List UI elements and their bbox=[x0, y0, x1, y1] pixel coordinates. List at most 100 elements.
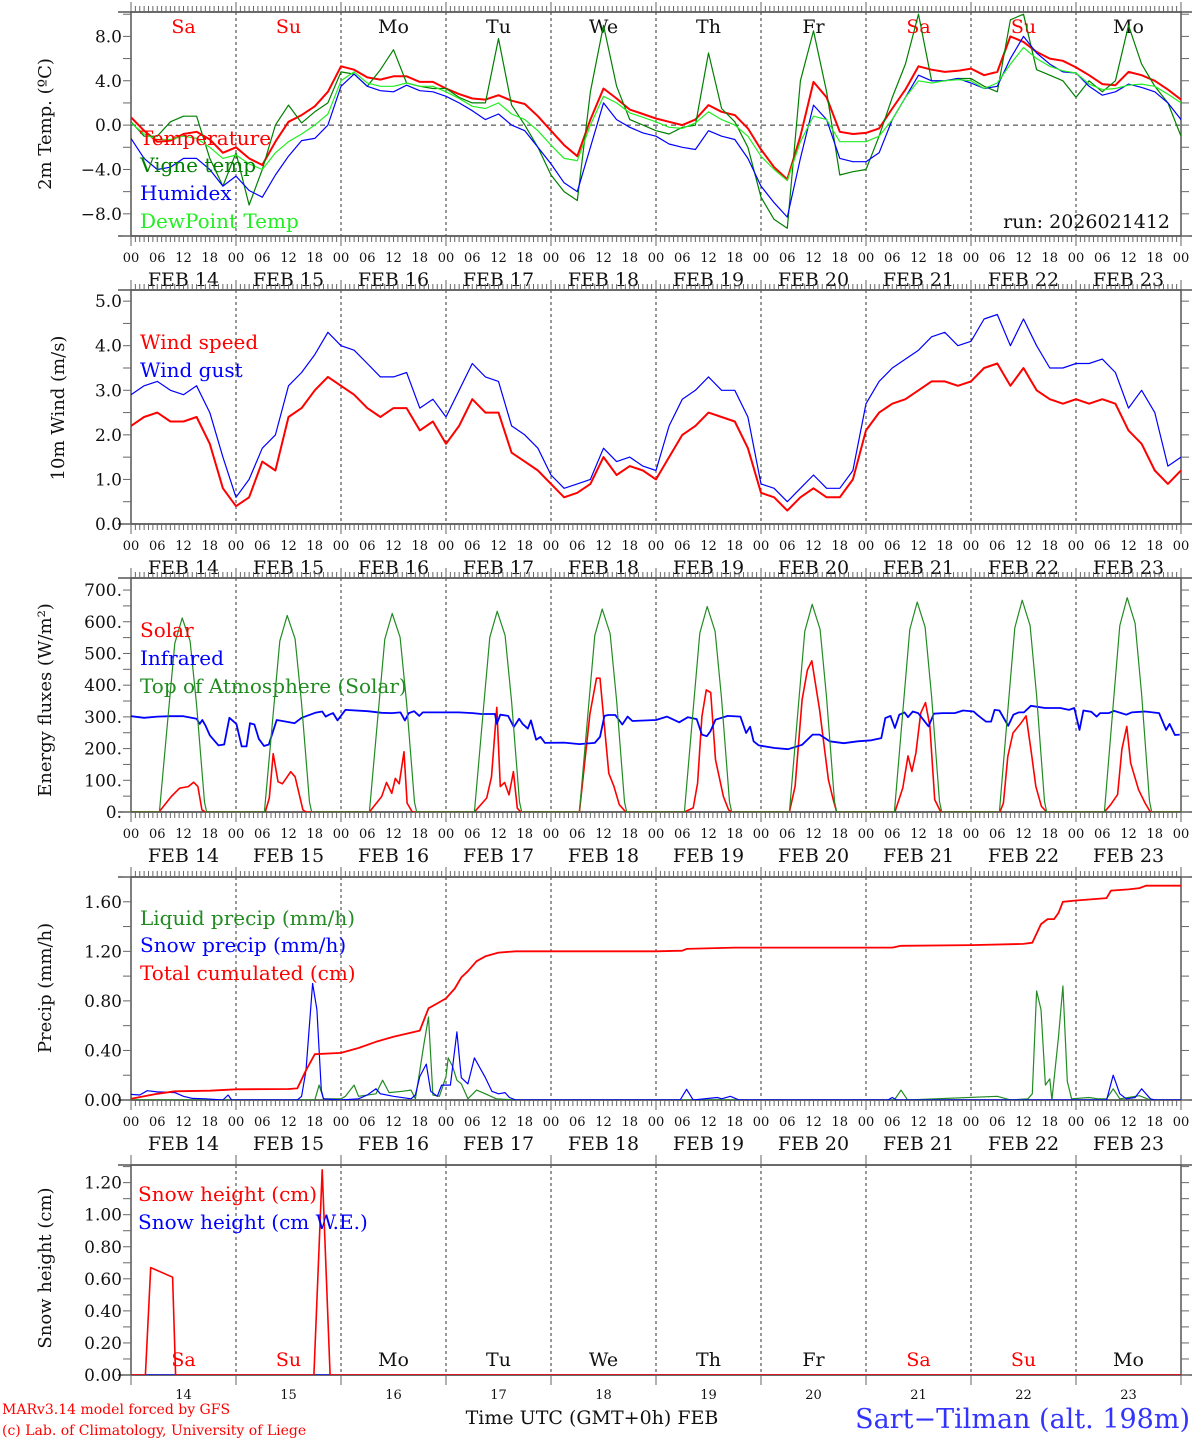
hour-label: 06 bbox=[1094, 827, 1111, 842]
hour-label: 00 bbox=[228, 251, 245, 266]
hour-label: 06 bbox=[149, 251, 166, 266]
hour-label: 00 bbox=[438, 1115, 455, 1130]
date-label: FEB 21 bbox=[883, 845, 954, 867]
y-tick-label: 600. bbox=[84, 613, 122, 633]
hour-label: 06 bbox=[1094, 1115, 1111, 1130]
hour-label: 00 bbox=[438, 251, 455, 266]
hour-label: 18 bbox=[936, 827, 953, 842]
hour-label: 18 bbox=[726, 827, 743, 842]
weekday-label: Sa bbox=[906, 16, 930, 38]
date-label: FEB 17 bbox=[463, 1133, 534, 1155]
hour-label: 12 bbox=[385, 827, 402, 842]
y-tick-label: 0.0 bbox=[95, 515, 122, 535]
hour-label: 00 bbox=[333, 251, 350, 266]
y-tick-label: 200. bbox=[84, 740, 122, 760]
hour-label: 12 bbox=[280, 539, 297, 554]
hour-label: 06 bbox=[254, 1115, 271, 1130]
date-label: FEB 19 bbox=[673, 845, 744, 867]
hour-label: 06 bbox=[569, 1115, 586, 1130]
series-line-humidex bbox=[131, 35, 1181, 218]
hour-label: 00 bbox=[858, 539, 875, 554]
hour-label: 18 bbox=[1146, 827, 1163, 842]
hour-label: 00 bbox=[963, 251, 980, 266]
hour-label: 18 bbox=[306, 251, 323, 266]
credit-lab: (c) Lab. of Climatology, University of L… bbox=[2, 1423, 306, 1439]
hour-label: 12 bbox=[910, 251, 927, 266]
y-tick-label: 0.40 bbox=[84, 1302, 122, 1322]
hour-label: 00 bbox=[1173, 539, 1190, 554]
hour-label: 06 bbox=[569, 827, 586, 842]
hour-label: 18 bbox=[621, 1115, 638, 1130]
series-line-total-cumulated-cm bbox=[131, 884, 1181, 1100]
hour-label: 18 bbox=[411, 539, 428, 554]
hour-label: 12 bbox=[385, 1115, 402, 1130]
credit-model: MARv3.14 model forced by GFS bbox=[2, 1402, 230, 1418]
hour-label: 18 bbox=[306, 1115, 323, 1130]
weekday-label: Fr bbox=[802, 1349, 825, 1371]
y-tick-label: 0.80 bbox=[84, 992, 122, 1012]
hour-label: 06 bbox=[254, 539, 271, 554]
hour-label: 06 bbox=[149, 827, 166, 842]
hour-label: 18 bbox=[516, 539, 533, 554]
date-label: FEB 15 bbox=[253, 1133, 324, 1155]
legend-entry: Vigne temp bbox=[139, 153, 256, 177]
weekday-label: Su bbox=[276, 16, 301, 38]
panels: −8.0 −4.0 0.0 4.0 8.0 2m Temp. (ºC) 00 06 12 18 00… bbox=[35, 2, 1192, 1403]
day-number-label: 23 bbox=[1120, 1388, 1137, 1403]
hour-label: 18 bbox=[201, 539, 218, 554]
date-label: FEB 20 bbox=[778, 1133, 849, 1155]
hour-label: 00 bbox=[1173, 251, 1190, 266]
day-number-label: 18 bbox=[595, 1388, 612, 1403]
date-label: FEB 14 bbox=[148, 845, 219, 867]
hour-label: 00 bbox=[333, 539, 350, 554]
hour-label: 00 bbox=[438, 539, 455, 554]
hour-label: 18 bbox=[201, 827, 218, 842]
y-tick-label: 1.00 bbox=[84, 1206, 122, 1226]
day-number-label: 17 bbox=[490, 1388, 507, 1403]
hour-label: 18 bbox=[516, 827, 533, 842]
hour-label: 00 bbox=[123, 251, 140, 266]
hour-label: 12 bbox=[805, 1115, 822, 1130]
y-axis-title: Energy fluxes (W/m²) bbox=[35, 603, 56, 797]
y-tick-label: 1.20 bbox=[84, 942, 122, 962]
hour-label: 12 bbox=[490, 251, 507, 266]
hour-label: 06 bbox=[464, 539, 481, 554]
hour-label: 06 bbox=[674, 251, 691, 266]
hour-label: 12 bbox=[1015, 251, 1032, 266]
hour-label: 18 bbox=[201, 251, 218, 266]
day-number-label: 14 bbox=[175, 1388, 192, 1403]
day-number-label: 15 bbox=[280, 1388, 297, 1403]
legend-entry: Snow precip (mm/h) bbox=[140, 933, 346, 957]
series-line-liquid-precip-mm-h bbox=[131, 985, 1181, 1100]
weekday-label: Su bbox=[276, 1349, 301, 1371]
y-tick-label: −4.0 bbox=[81, 160, 122, 180]
y-tick-label: 0.80 bbox=[84, 1238, 122, 1258]
hour-label: 12 bbox=[175, 827, 192, 842]
hour-label: 06 bbox=[674, 1115, 691, 1130]
hour-label: 12 bbox=[595, 1115, 612, 1130]
weekday-label: Mo bbox=[378, 16, 409, 38]
date-label: FEB 19 bbox=[673, 1133, 744, 1155]
hour-label: 00 bbox=[648, 251, 665, 266]
y-tick-label: 3.0 bbox=[95, 381, 122, 401]
hour-label: 06 bbox=[884, 251, 901, 266]
hour-label: 06 bbox=[674, 827, 691, 842]
hour-label: 06 bbox=[1094, 539, 1111, 554]
weekday-label: Tu bbox=[486, 16, 511, 38]
y-tick-label: 500. bbox=[84, 644, 122, 664]
hour-label: 18 bbox=[936, 539, 953, 554]
y-tick-label: 2.0 bbox=[95, 426, 122, 446]
x-axis-title: Time UTC (GMT+0h) FEB bbox=[466, 1407, 719, 1429]
hour-label: 12 bbox=[595, 251, 612, 266]
hour-label: 12 bbox=[490, 827, 507, 842]
hour-label: 00 bbox=[333, 827, 350, 842]
hour-label: 12 bbox=[1120, 1115, 1137, 1130]
hour-label: 12 bbox=[805, 251, 822, 266]
hour-label: 12 bbox=[490, 1115, 507, 1130]
hour-label: 12 bbox=[805, 827, 822, 842]
hour-label: 00 bbox=[963, 1115, 980, 1130]
series-line-solar bbox=[131, 660, 1181, 812]
hour-label: 06 bbox=[779, 1115, 796, 1130]
